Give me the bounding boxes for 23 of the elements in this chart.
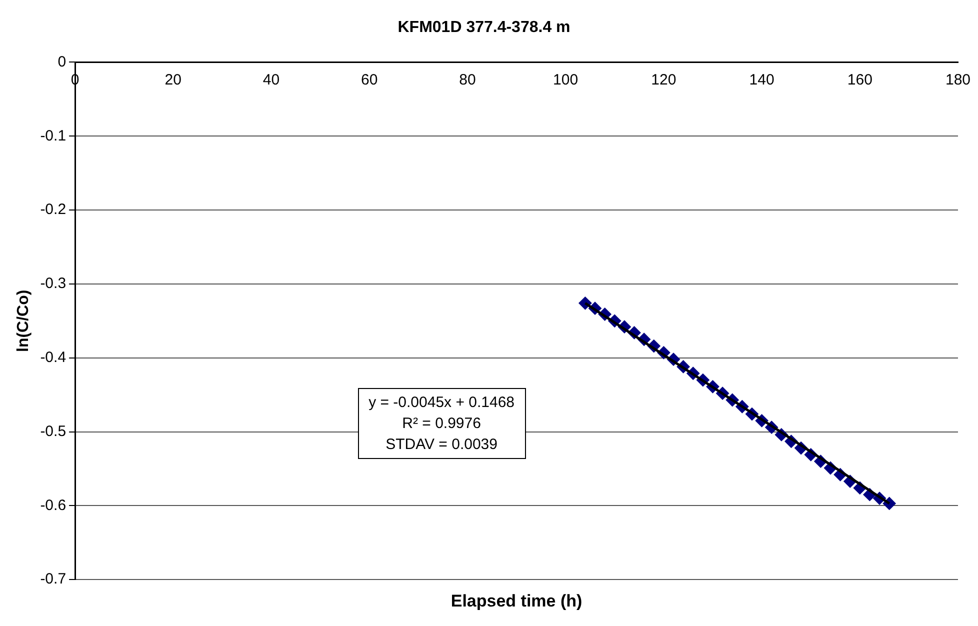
x-tick-label: 80 bbox=[459, 71, 476, 88]
y-tick-label: -0.6 bbox=[40, 496, 66, 514]
y-tick-label: -0.7 bbox=[40, 570, 66, 588]
x-tick-label: 20 bbox=[164, 71, 182, 88]
x-tick-label: 100 bbox=[553, 71, 578, 88]
x-tick-label: 140 bbox=[749, 71, 774, 88]
y-tick-label: -0.2 bbox=[40, 201, 66, 218]
annotation: R² = 0.9976 bbox=[401, 414, 482, 434]
y-tick-label: -0.3 bbox=[40, 275, 66, 292]
annotation: STDAV = 0.0039 bbox=[384, 435, 498, 456]
x-tick-label: 60 bbox=[361, 71, 378, 88]
y-tick-label: -0.5 bbox=[40, 422, 66, 440]
x-tick-label: 40 bbox=[262, 71, 280, 88]
x-tick-label: 160 bbox=[847, 71, 872, 88]
x-axis-title: Elapsed time (h) bbox=[450, 591, 582, 610]
y-tick-label: -0.1 bbox=[40, 127, 66, 144]
x-tick-label: 180 bbox=[945, 71, 971, 88]
annotation: y = -0.0045x + 0.1468 bbox=[368, 393, 515, 414]
y-tick-label: 0 bbox=[58, 53, 66, 70]
x-tick-label: 120 bbox=[651, 71, 676, 88]
y-axis-title: ln(C/Co) bbox=[15, 290, 32, 352]
y-tick-label: -0.4 bbox=[40, 349, 66, 366]
chart-title: KFM01D 377.4-378.4 m bbox=[398, 19, 570, 36]
